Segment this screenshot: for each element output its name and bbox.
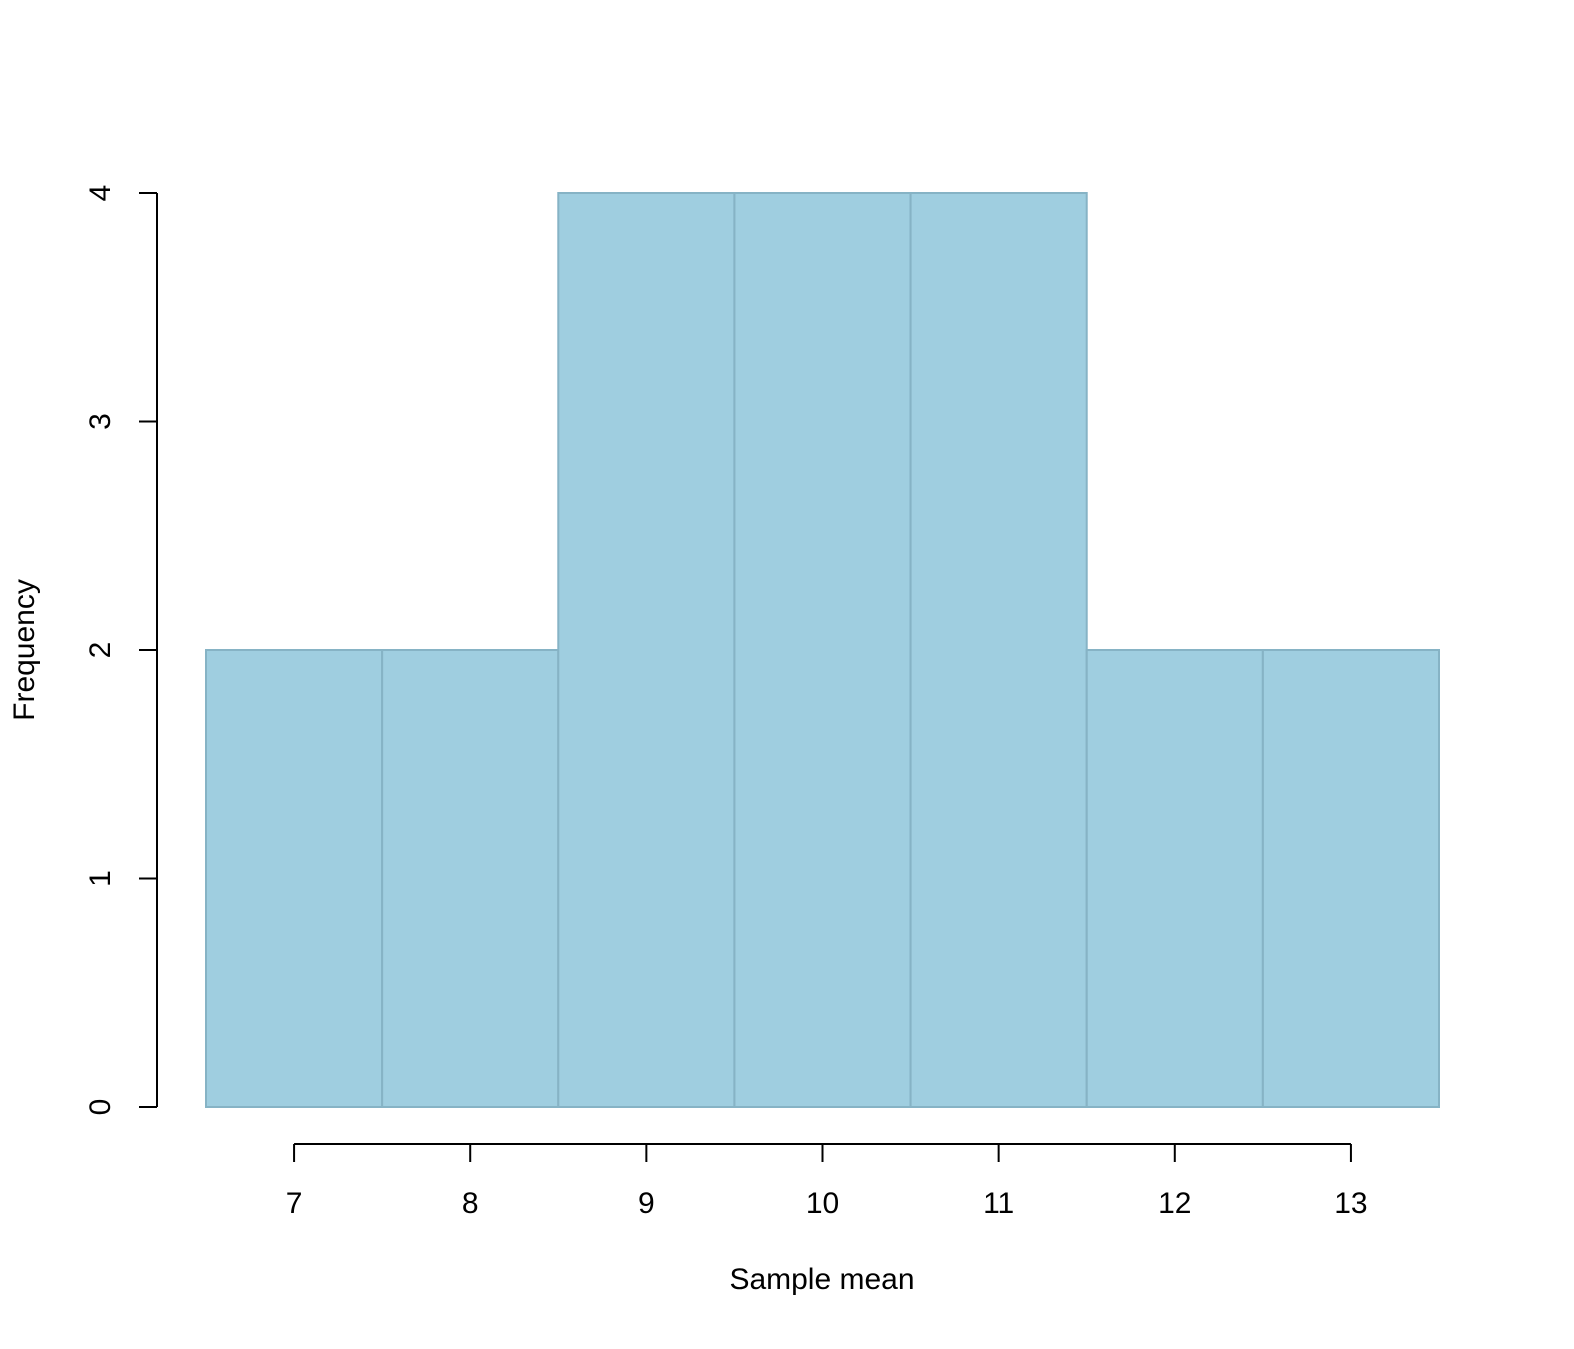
histogram-bar-3 — [557, 192, 736, 1108]
histogram-bar-4 — [733, 192, 912, 1108]
y-axis-label: Frequency — [8, 579, 41, 721]
y-tick-label-3: 3 — [84, 413, 117, 430]
x-tick-label-8: 8 — [462, 1187, 479, 1220]
y-axis: 0 1 2 3 4 — [84, 185, 158, 1116]
y-tick-label-4: 4 — [84, 185, 117, 202]
x-axis: 7 8 9 10 11 12 13 — [286, 1143, 1368, 1220]
histogram-bar-6 — [1085, 649, 1264, 1108]
x-tick-label-9: 9 — [638, 1187, 655, 1220]
x-tick-label-10: 10 — [806, 1187, 839, 1220]
y-tick-label-1: 1 — [84, 870, 117, 887]
y-tick-label-0: 0 — [84, 1099, 117, 1116]
x-tick-label-11: 11 — [983, 1187, 1014, 1220]
x-tick-label-12: 12 — [1158, 1187, 1191, 1220]
x-tick-label-7: 7 — [286, 1187, 303, 1220]
x-tick-label-13: 13 — [1334, 1187, 1367, 1220]
histogram-bar-2 — [381, 649, 560, 1108]
bars-layer — [205, 192, 1441, 1108]
y-tick-label-2: 2 — [84, 642, 117, 659]
histogram-bar-1 — [205, 649, 384, 1108]
x-axis-label: Sample mean — [729, 1263, 914, 1296]
histogram-bar-7 — [1261, 649, 1441, 1108]
histogram-bar-5 — [909, 192, 1088, 1108]
